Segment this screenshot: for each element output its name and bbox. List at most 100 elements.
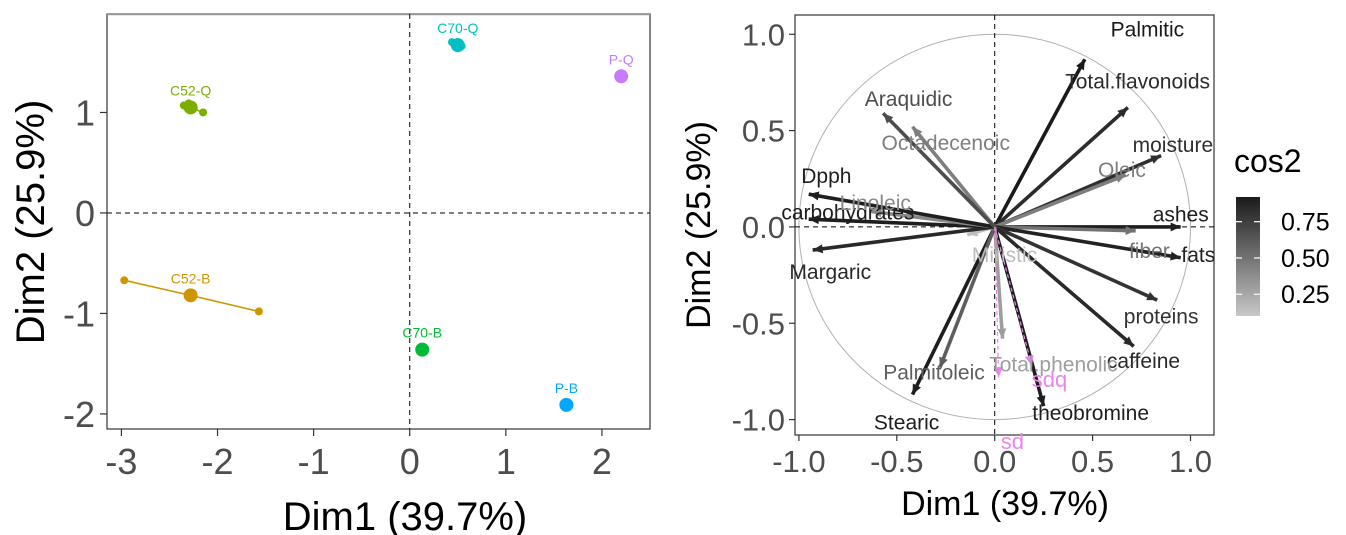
variable-arrow-head — [1170, 222, 1181, 232]
left-x-tick-label: 1 — [496, 441, 516, 482]
variable-label: Margaric — [789, 261, 871, 284]
variable-arrow-head — [912, 126, 923, 138]
variable-arrow-head — [808, 215, 819, 225]
variables-plot: -1.0 -0.5 0.0 0.5 1.0 1.0 0.5 0.0 -0.5 -1.0 Palmit… — [680, 14, 1330, 523]
group-centroid-point — [183, 288, 198, 303]
cos2-legend: cos2 0.75 0.50 0.25 — [1234, 143, 1330, 316]
group-centroid-point — [450, 38, 465, 53]
supplementary-label: sd — [1001, 429, 1024, 454]
variable-arrow-shaft — [993, 225, 1158, 302]
right-y-tick-label: 0.0 — [742, 210, 785, 245]
right-x-tick-label: -0.5 — [870, 444, 923, 479]
legend-tick-label: 0.50 — [1281, 245, 1330, 273]
variable-arrow-head — [1076, 59, 1085, 71]
left-y-tick-label: -1 — [63, 293, 95, 334]
variable-label: Linoleic — [840, 192, 911, 215]
individual-point — [120, 276, 129, 285]
variable-label: Total.flavonoids — [1065, 71, 1210, 94]
variable-arrow-head — [1146, 291, 1158, 301]
variable-arrow — [994, 225, 1182, 261]
individual-point — [199, 108, 208, 117]
variable-label: ashes — [1153, 203, 1209, 226]
group-label: C52-B — [171, 270, 211, 286]
group-label: C52-Q — [170, 82, 211, 98]
variable-arrow-head — [997, 328, 1007, 339]
variable-arrow-head — [1150, 155, 1162, 164]
variable-arrow-head — [1114, 174, 1126, 183]
right-panel-border — [794, 14, 1215, 436]
variable-arrow — [938, 226, 997, 369]
variable-label: Miristic — [972, 244, 1037, 267]
supplementary-label: sdq — [1032, 367, 1067, 392]
right-y-tick-label: -0.5 — [732, 306, 785, 341]
variable-arrow-shaft — [808, 192, 996, 229]
variable-arrow-shaft — [993, 106, 1130, 229]
left-y-tick-label: -2 — [63, 394, 95, 435]
left-x-tick-label: -2 — [202, 441, 234, 482]
group-label: C70-Q — [437, 20, 478, 36]
right-x-tick-label: 0.0 — [973, 444, 1016, 479]
variable-label: Stearic — [874, 412, 939, 435]
variable-label: Octadecenoic — [882, 132, 1010, 155]
legend-ticks: 0.75 0.50 0.25 — [1236, 209, 1330, 309]
variable-label: Oleic — [1098, 159, 1146, 182]
supplementary-arrow-head — [1024, 354, 1034, 366]
group-label: C70-B — [402, 325, 442, 341]
variable-arrow — [993, 225, 1158, 302]
variable-label: fats — [1181, 244, 1215, 267]
group-label: P-Q — [609, 51, 634, 67]
left-x-axis-label: Dim1 (39.7%) — [283, 495, 528, 535]
supplementary-arrow-shaft — [994, 226, 1033, 366]
left-y-tick-label: 0 — [75, 193, 95, 234]
variable-arrow-head — [812, 244, 824, 254]
variable-arrow — [881, 111, 996, 229]
right-y-tick-label: -1.0 — [732, 403, 785, 438]
variable-arrow — [993, 58, 1087, 228]
legend-title: cos2 — [1234, 143, 1302, 179]
right-plot-layer: -1.0 -0.5 0.0 0.5 1.0 1.0 0.5 0.0 -0.5 -1.0 Palmit… — [732, 15, 1215, 479]
left-x-tick-label: 0 — [400, 441, 420, 482]
left-x-tick-label: -1 — [298, 441, 330, 482]
variable-arrow — [993, 225, 1135, 348]
variable-arrow-shaft — [910, 226, 997, 396]
individual-point — [254, 307, 263, 316]
variable-arrow-head — [808, 191, 820, 201]
right-x-axis-label: Dim1 (39.7%) — [901, 485, 1109, 523]
variable-arrow-shaft — [993, 225, 1135, 348]
variable-arrow — [911, 125, 997, 229]
variable-label: moisture — [1133, 134, 1214, 157]
variable-label: Total.phenolic — [989, 354, 1117, 377]
variable-arrow-head — [1125, 226, 1136, 235]
variable-arrow-shaft — [994, 225, 1136, 233]
variable-arrow-shaft — [992, 226, 1005, 339]
supplementary-arrow-head — [993, 367, 1003, 378]
right-x-tick-label: 1.0 — [1169, 444, 1212, 479]
variable-label: caffeine — [1107, 350, 1180, 373]
variable-label: carbohydrates — [781, 202, 914, 225]
variable-arrow-shaft — [993, 58, 1087, 228]
variable-arrow — [808, 215, 995, 229]
left-plot-layer: -3 -2 -1 0 1 210-1-2C52-QC52-BC70-QC70-BP-QP-… — [63, 13, 650, 482]
variable-label: fiber — [1129, 240, 1170, 263]
variable-arrow — [994, 225, 1136, 235]
supplementary-arrow — [993, 226, 1003, 378]
group-connector-line — [124, 279, 191, 297]
legend-tick-label: 0.25 — [1281, 281, 1330, 309]
group-centroid-point — [614, 69, 629, 84]
variable-label: proteins — [1124, 306, 1199, 329]
supplementary-arrow — [994, 226, 1034, 366]
group-connector-line — [190, 294, 260, 313]
left-y-tick-label: 1 — [75, 92, 95, 133]
right-x-tick-label: -1.0 — [772, 444, 825, 479]
variable-arrow — [992, 226, 1007, 339]
legend-tick-label: 0.75 — [1281, 209, 1330, 237]
variable-arrow-head — [883, 113, 894, 124]
group-label: P-B — [555, 380, 578, 396]
group-centroid-point — [183, 100, 198, 115]
variable-arrow — [993, 106, 1130, 229]
variable-arrow — [812, 225, 995, 254]
left-x-tick-label: -3 — [105, 441, 137, 482]
variable-label: Palmitoleic — [883, 361, 985, 384]
variable-arrow-head — [871, 208, 882, 218]
